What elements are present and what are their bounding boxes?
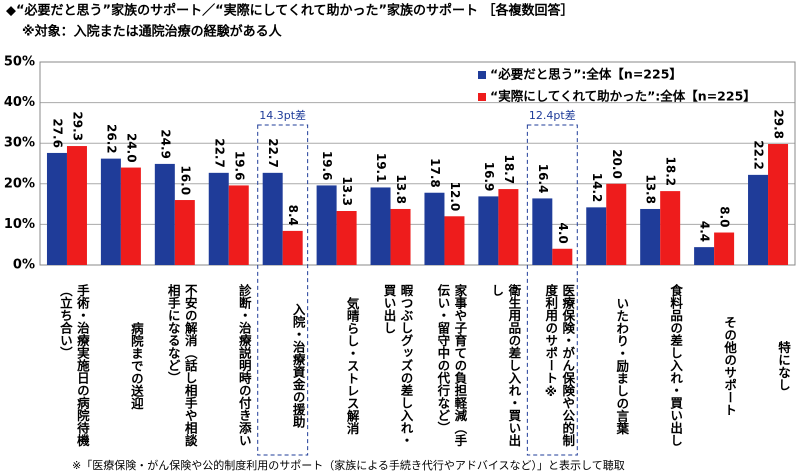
value-label: 14.2 xyxy=(590,173,604,203)
value-label: 26.2 xyxy=(104,124,118,154)
bar xyxy=(336,211,357,265)
highlight-box xyxy=(257,124,309,456)
value-label: 8.4 xyxy=(286,205,300,226)
x-tick-label: 特になし xyxy=(775,340,791,391)
value-label: 22.7 xyxy=(212,138,226,168)
legend-swatch xyxy=(478,93,486,101)
value-label: 13.3 xyxy=(340,176,354,206)
value-label: 16.4 xyxy=(536,164,550,194)
value-label: 4.4 xyxy=(698,221,712,242)
value-label: 18.7 xyxy=(502,154,516,184)
bar xyxy=(768,144,789,265)
x-tick-label: 食料品の差し入れ・買い出し xyxy=(668,284,684,447)
y-tick-label: 30% xyxy=(4,136,35,151)
value-label: 20.0 xyxy=(610,149,624,179)
bar xyxy=(444,216,465,265)
highlight-box xyxy=(526,124,578,456)
bar xyxy=(174,200,195,265)
value-label: 13.8 xyxy=(644,174,658,204)
bar xyxy=(694,247,715,265)
value-label: 8.0 xyxy=(718,206,732,227)
y-tick-label: 40% xyxy=(4,95,35,110)
value-label: 12.0 xyxy=(448,182,462,212)
bar xyxy=(262,172,283,265)
value-label: 19.6 xyxy=(320,151,334,181)
bar xyxy=(282,230,303,265)
x-tick-label: 入院・治療資金の援助 xyxy=(290,303,306,428)
value-label: 24.9 xyxy=(158,129,172,159)
value-label: 19.1 xyxy=(374,153,388,183)
bar xyxy=(228,185,249,265)
y-tick-label: 10% xyxy=(4,217,35,232)
bar xyxy=(478,196,499,265)
legend-label: “必要だと思う”:全体【n=225】 xyxy=(490,67,682,82)
bar xyxy=(748,174,769,265)
legend-label: “実際にしてくれて助かった”:全体【n=225】 xyxy=(490,89,756,104)
plot-frame xyxy=(39,61,796,266)
value-label: 19.6 xyxy=(232,151,246,181)
bar xyxy=(100,158,121,265)
bar xyxy=(390,208,411,265)
bar xyxy=(532,198,553,265)
y-tick-label: 0% xyxy=(13,258,35,273)
value-label: 29.3 xyxy=(70,111,84,141)
x-tick-label: 衛生用品の差し入れ・買い出し xyxy=(489,284,522,447)
bar xyxy=(714,232,735,265)
x-tick-label: 診断・治療説明時の付き添い xyxy=(236,284,252,447)
x-tick-label: 気晴らし・ストレス解消 xyxy=(344,296,360,435)
bar xyxy=(154,163,175,265)
bar xyxy=(424,192,445,265)
bar xyxy=(66,146,87,265)
legend-swatch xyxy=(478,71,486,79)
bar xyxy=(316,185,337,265)
bar xyxy=(640,208,661,265)
x-tick-label: 不安の解消（話し相手や相談相手になるなど） xyxy=(165,284,198,447)
value-label: 22.7 xyxy=(266,138,280,168)
x-tick-label: 手術・治療実施日の病院待機（立ち合い） xyxy=(57,284,90,447)
footnote: ※「医療保険・がん保険や公的制度利用のサポート（家族による手続き代行やアドバイス… xyxy=(72,458,625,472)
x-tick-label: 家事や子育ての負担軽減（手伝い・留守中の代行など） xyxy=(435,284,468,447)
value-label: 17.8 xyxy=(428,158,442,188)
bar xyxy=(120,167,141,265)
chart-subtitle: ※対象：入院または通院治療の経験がある人 xyxy=(22,24,283,40)
bar xyxy=(498,189,519,265)
value-label: 16.9 xyxy=(482,162,496,192)
y-tick-label: 20% xyxy=(4,176,35,191)
x-tick-label: 暇つぶしグッズの差し入れ・買い出し xyxy=(381,284,414,447)
value-label: 29.8 xyxy=(772,109,786,139)
x-tick-label: 医療保険・がん保険や公的制度利用のサポート※ xyxy=(543,284,576,447)
annotation: 14.3pt差 xyxy=(259,108,306,122)
x-tick-label: いたわり・励ましの言葉 xyxy=(614,296,630,435)
y-tick-label: 50% xyxy=(4,55,35,70)
value-label: 13.8 xyxy=(394,174,408,204)
annotation: 12.4pt差 xyxy=(529,108,576,122)
value-label: 22.2 xyxy=(752,140,766,170)
bar xyxy=(370,187,391,265)
value-label: 18.2 xyxy=(664,156,678,186)
bar xyxy=(606,183,627,265)
bar xyxy=(208,172,229,265)
chart-title: ◆“必要だと思う”家族のサポート／“実際にしてくれて助かった”家族のサポート ［… xyxy=(6,3,574,19)
value-label: 16.0 xyxy=(178,165,192,195)
bar xyxy=(586,207,607,265)
x-tick-label: その他のサポート xyxy=(722,315,738,416)
value-label: 27.6 xyxy=(50,118,64,148)
value-label: 4.0 xyxy=(556,222,570,243)
value-label: 24.0 xyxy=(124,133,138,163)
bar xyxy=(660,191,681,265)
bar xyxy=(46,152,67,265)
bar xyxy=(552,248,573,265)
x-tick-label: 病院までの送迎 xyxy=(128,321,144,410)
